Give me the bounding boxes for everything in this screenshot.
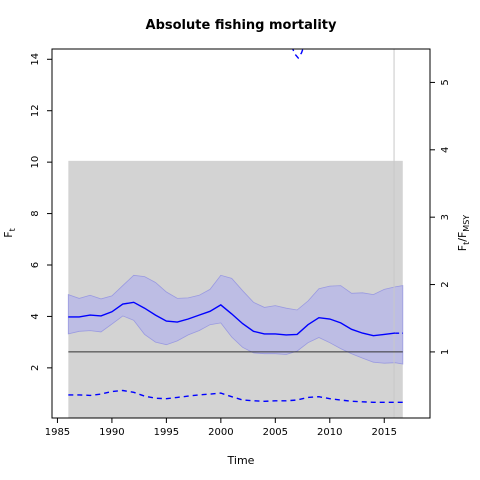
plot-frame <box>51 48 431 419</box>
x-tick-label: 1985 <box>45 427 70 438</box>
y2-label-f2: F <box>456 232 469 238</box>
y-tick-label: 12 <box>30 104 41 117</box>
y2-tick-label: 2 <box>440 281 451 287</box>
x-axis-label: Time <box>227 454 255 467</box>
y-tick-label: 6 <box>30 262 41 268</box>
plot-content <box>67 49 404 418</box>
confidence-band <box>67 274 404 365</box>
x-tick-label: 2015 <box>372 427 397 438</box>
y2-tick-label: 4 <box>440 147 451 153</box>
x-axis: 1985 1990 1995 2000 2005 2010 2015 <box>45 418 397 438</box>
chart-title: Absolute fishing mortality <box>146 18 337 33</box>
x-tick-label: 1995 <box>154 427 179 438</box>
y-axis: 2 4 6 8 10 12 14 <box>30 53 52 371</box>
x-tick-label: 2005 <box>263 427 288 438</box>
y2-tick-label: 5 <box>440 79 451 85</box>
x-tick-label: 2000 <box>208 427 233 438</box>
x-tick-label: 1990 <box>99 427 124 438</box>
y2-tick-label: 3 <box>440 214 451 220</box>
y2-axis-label: Ft/FMSY <box>456 215 471 251</box>
y-tick-label: 14 <box>30 53 41 66</box>
y-axis-label: Ft <box>2 228 17 237</box>
y-axis-label-sub: t <box>8 228 17 231</box>
y2-tick-label: 1 <box>440 349 451 355</box>
lower-dashed-line <box>68 389 403 403</box>
y-axis-label-main: F <box>2 231 15 237</box>
y2-label-f: F <box>456 245 469 251</box>
plot-area <box>67 49 404 418</box>
y-tick-label: 2 <box>30 365 41 371</box>
y2-label-msy: MSY <box>462 215 471 232</box>
x-tick-label: 2010 <box>317 427 342 438</box>
y2-axis: 1 2 3 4 5 <box>430 79 451 355</box>
estimate-line <box>68 301 396 337</box>
upper-dashed-line <box>292 49 304 60</box>
y2-label-t: t <box>462 242 471 245</box>
y-tick-label: 10 <box>30 156 41 169</box>
y-tick-label: 8 <box>30 210 41 216</box>
y2-label-slash: / <box>456 238 469 242</box>
y-tick-label: 4 <box>30 313 41 319</box>
